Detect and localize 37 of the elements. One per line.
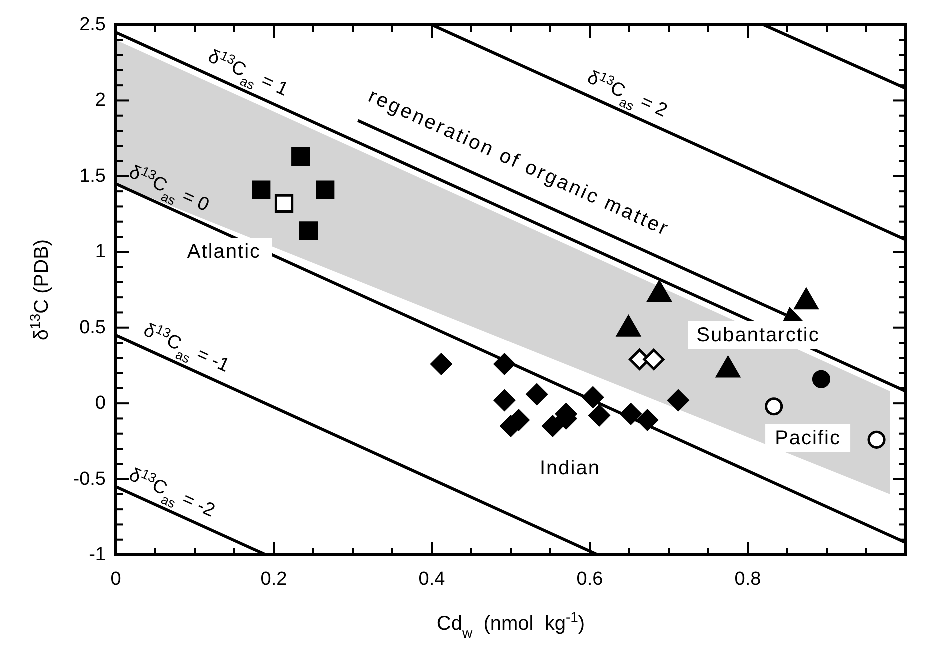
annotation: Indian <box>540 458 600 480</box>
point <box>494 390 516 412</box>
y-tick-label: -0.5 <box>73 468 106 490</box>
point <box>316 180 335 200</box>
y-tick-label: 2 <box>95 90 106 112</box>
x-tick-label: 0.2 <box>260 569 288 590</box>
x-tick-label: 0.4 <box>418 569 446 590</box>
y-tick-label: 0 <box>95 393 106 414</box>
x-tick-label: 0.6 <box>576 569 604 590</box>
point <box>274 194 294 213</box>
annotation: Pacific <box>775 427 841 450</box>
y-tick-label: 1 <box>95 242 106 263</box>
point <box>526 384 548 406</box>
x-axis-title: Cd$_{w}$ (nmol kg$^{-1}$) <box>436 609 586 641</box>
point <box>430 353 452 375</box>
y-tick-label: 0.5 <box>80 317 106 338</box>
point <box>868 430 886 449</box>
point <box>292 147 310 166</box>
annotation: Atlantic <box>187 241 262 264</box>
point <box>542 416 564 438</box>
y-tick-label: 2.5 <box>80 14 106 36</box>
point <box>582 386 604 408</box>
y-tick-label: 1.5 <box>80 166 106 187</box>
point <box>668 390 690 412</box>
point <box>636 409 658 431</box>
point <box>643 348 665 370</box>
x-tick-label: 0 <box>110 569 122 590</box>
point <box>299 222 318 240</box>
x-tick-label: 0.8 <box>734 569 762 590</box>
y-tick-label: -1 <box>89 544 106 566</box>
point <box>812 370 830 388</box>
point <box>620 403 642 425</box>
point <box>252 180 271 200</box>
point <box>494 353 516 375</box>
point <box>765 398 784 416</box>
annotation: Subantarctic <box>696 324 820 346</box>
point <box>588 404 610 426</box>
